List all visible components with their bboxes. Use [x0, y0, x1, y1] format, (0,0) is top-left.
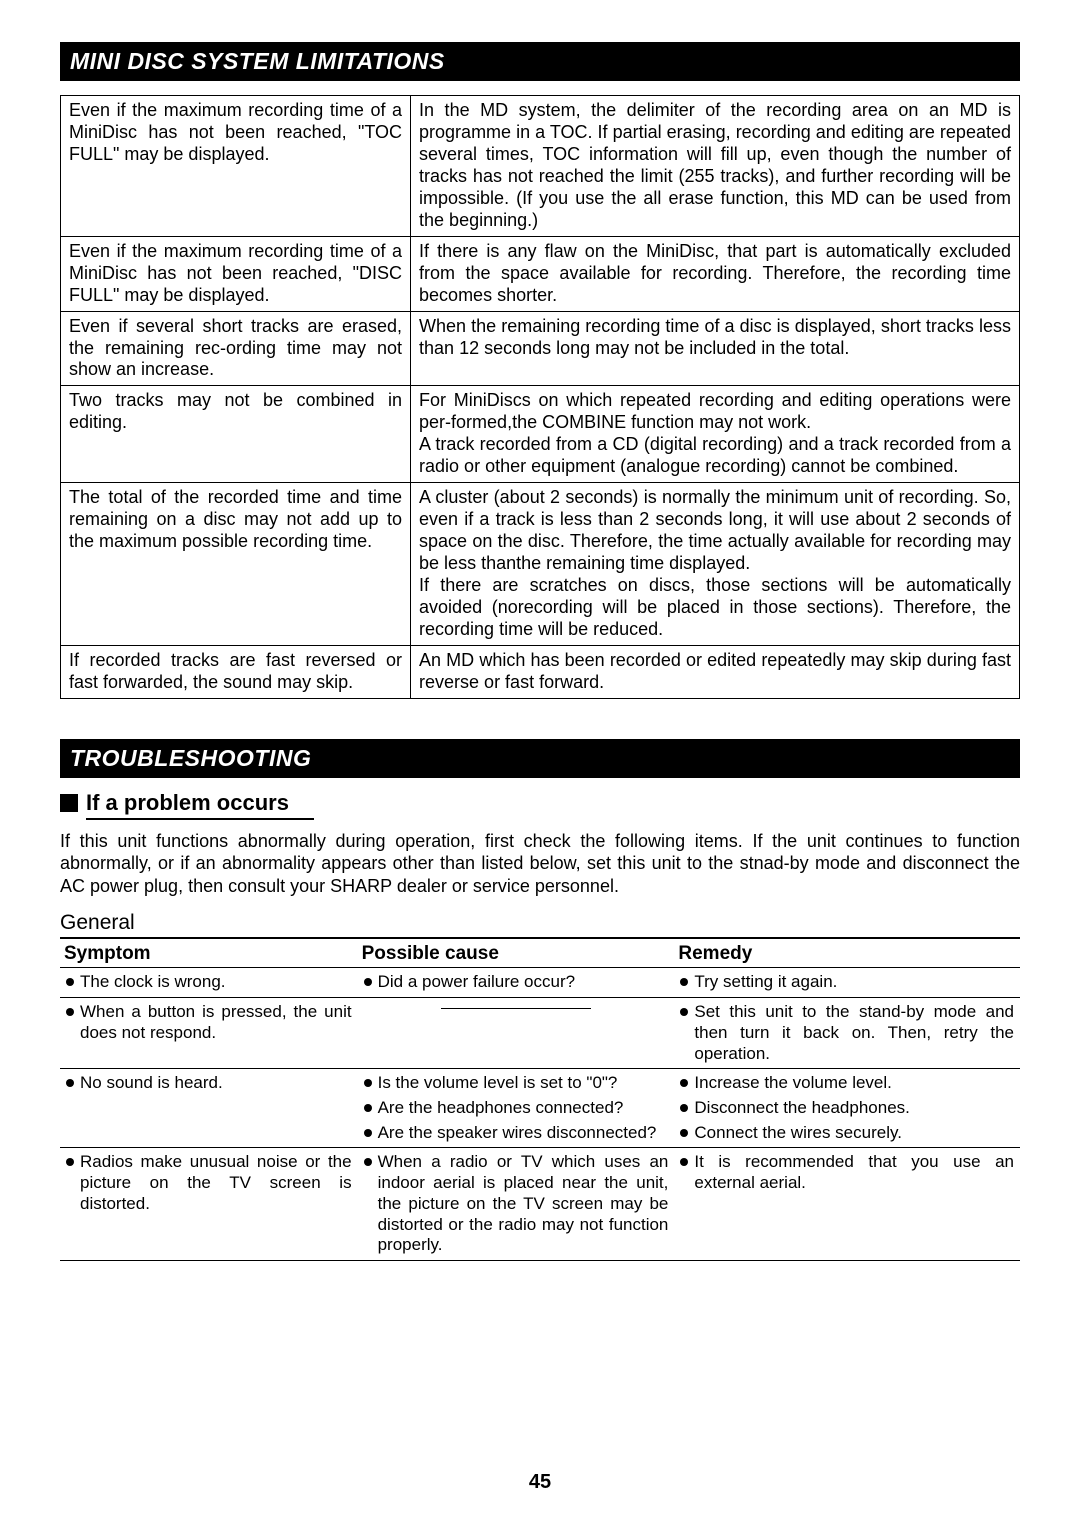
cause-cell: Is the volume level is set to "0"? Are th…: [358, 1069, 675, 1148]
table-row: Even if several short tracks are erased,…: [61, 311, 1020, 386]
category-general: General: [60, 911, 1020, 935]
limitation-symptom: Even if the maximum recording time of a …: [61, 96, 411, 237]
list-item: Did a power failure occur?: [364, 972, 669, 993]
table-row: Radios make unusual noise or the picture…: [60, 1148, 1020, 1261]
list-item: No sound is heard.: [66, 1073, 352, 1094]
list-item: Connect the wires securely.: [680, 1123, 1014, 1144]
bullet-icon: [364, 1158, 372, 1166]
troubleshooting-table: Symptom Possible cause Remedy The clock …: [60, 937, 1020, 1261]
bullet-icon: [680, 1079, 688, 1087]
bullet-icon: [680, 1129, 688, 1137]
table-row: When a button is pressed, the unit does …: [60, 998, 1020, 1069]
list-item: When a button is pressed, the unit does …: [66, 1002, 352, 1043]
list-item: Disconnect the headphones.: [680, 1098, 1014, 1119]
subheading-row: If a problem occurs: [60, 790, 1020, 816]
table-row: The clock is wrong. Did a power failure o…: [60, 968, 1020, 998]
bullet-icon: [364, 1079, 372, 1087]
bullet-icon: [680, 1104, 688, 1112]
remedy-cell: It is recommended that you use an extern…: [674, 1148, 1020, 1261]
subheading-underline: [86, 818, 314, 820]
table-row: Even if the maximum recording time of a …: [61, 236, 1020, 311]
symptom-cell: The clock is wrong.: [60, 968, 358, 998]
limitation-explanation: A cluster (about 2 seconds) is normally …: [411, 483, 1020, 646]
bullet-icon: [66, 1079, 74, 1087]
list-item: It is recommended that you use an extern…: [680, 1152, 1014, 1193]
limitation-symptom: The total of the recorded time and time …: [61, 483, 411, 646]
col-header-symptom: Symptom: [60, 938, 358, 968]
symptom-cell: No sound is heard.: [60, 1069, 358, 1148]
bullet-icon: [364, 1129, 372, 1137]
list-item: When a radio or TV which uses an indoor …: [364, 1152, 669, 1256]
limitations-table: Even if the maximum recording time of a …: [60, 95, 1020, 699]
table-row: No sound is heard. Is the volume level is…: [60, 1069, 1020, 1148]
subheading-text: If a problem occurs: [86, 790, 289, 816]
section-header-troubleshooting: TROUBLESHOOTING: [60, 739, 1020, 778]
table-row: The total of the recorded time and time …: [61, 483, 1020, 646]
cause-cell: [358, 998, 675, 1069]
square-bullet-icon: [60, 794, 78, 812]
section-header-limitations: MINI DISC SYSTEM LIMITATIONS: [60, 42, 1020, 81]
bullet-icon: [66, 1008, 74, 1016]
remedy-cell: Set this unit to the stand-by mode and t…: [674, 998, 1020, 1069]
col-header-cause: Possible cause: [358, 938, 675, 968]
list-item: Set this unit to the stand-by mode and t…: [680, 1002, 1014, 1064]
table-row: Two tracks may not be combined in editin…: [61, 386, 1020, 483]
limitation-explanation: If there is any flaw on the MiniDisc, th…: [411, 236, 1020, 311]
list-item: Radios make unusual noise or the picture…: [66, 1152, 352, 1214]
symptom-cell: When a button is pressed, the unit does …: [60, 998, 358, 1069]
limitation-symptom: Two tracks may not be combined in editin…: [61, 386, 411, 483]
limitation-explanation: For MiniDiscs on which repeated recordin…: [411, 386, 1020, 483]
table-row: Even if the maximum recording time of a …: [61, 96, 1020, 237]
remedy-cell: Increase the volume level. Disconnect the…: [674, 1069, 1020, 1148]
col-header-remedy: Remedy: [674, 938, 1020, 968]
list-item: Are the headphones connected?: [364, 1098, 669, 1119]
list-item: Increase the volume level.: [680, 1073, 1014, 1094]
limitation-symptom: Even if the maximum recording time of a …: [61, 236, 411, 311]
limitation-symptom: Even if several short tracks are erased,…: [61, 311, 411, 386]
cause-cell: When a radio or TV which uses an indoor …: [358, 1148, 675, 1261]
troubleshooting-intro: If this unit functions abnormally during…: [60, 830, 1020, 898]
list-item: Try setting it again.: [680, 972, 1014, 993]
bullet-icon: [66, 1158, 74, 1166]
remedy-cell: Try setting it again.: [674, 968, 1020, 998]
bullet-icon: [364, 978, 372, 986]
table-row: If recorded tracks are fast reversed or …: [61, 645, 1020, 698]
list-item: Are the speaker wires disconnected?: [364, 1123, 669, 1144]
limitation-explanation: In the MD system, the delimiter of the r…: [411, 96, 1020, 237]
bullet-icon: [680, 1008, 688, 1016]
limitation-symptom: If recorded tracks are fast reversed or …: [61, 645, 411, 698]
symptom-cell: Radios make unusual noise or the picture…: [60, 1148, 358, 1261]
blank-line: [441, 1008, 591, 1009]
limitation-explanation: When the remaining recording time of a d…: [411, 311, 1020, 386]
bullet-icon: [66, 978, 74, 986]
limitation-explanation: An MD which has been recorded or edited …: [411, 645, 1020, 698]
page-number: 45: [0, 1471, 1080, 1494]
cause-cell: Did a power failure occur?: [358, 968, 675, 998]
list-item: Is the volume level is set to "0"?: [364, 1073, 669, 1094]
bullet-icon: [680, 978, 688, 986]
list-item: The clock is wrong.: [66, 972, 352, 993]
bullet-icon: [680, 1158, 688, 1166]
bullet-icon: [364, 1104, 372, 1112]
